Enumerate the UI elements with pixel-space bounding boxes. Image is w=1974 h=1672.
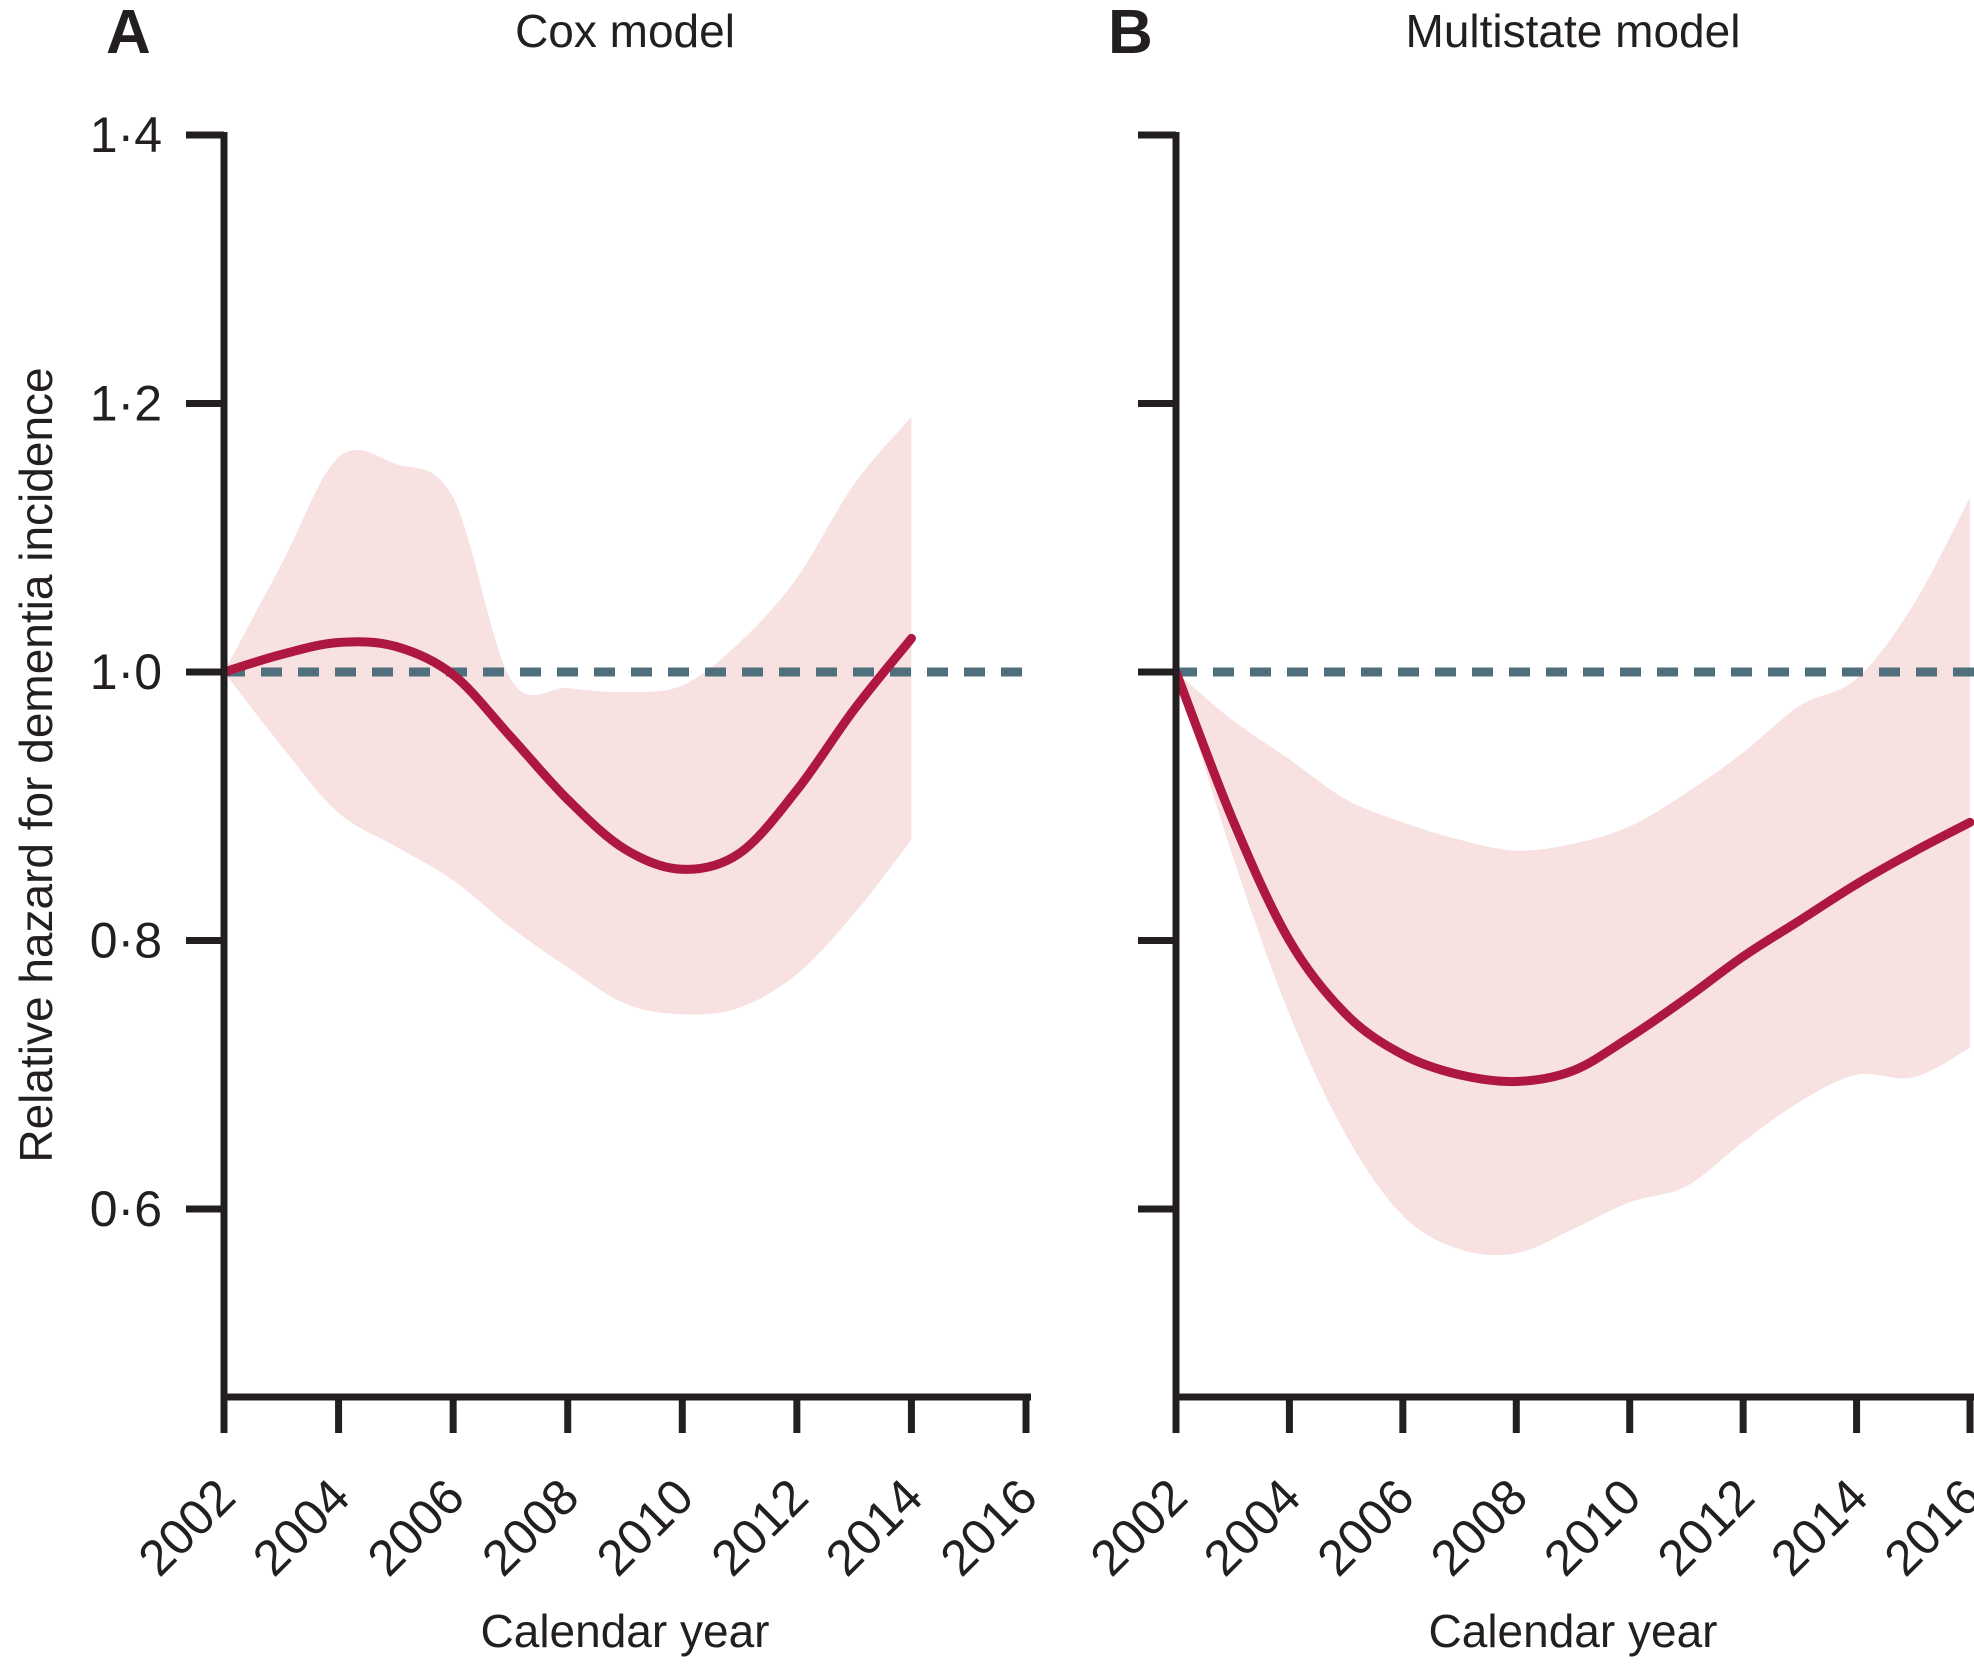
x-axis-title-panel-b: Calendar year <box>1428 1605 1718 1657</box>
panel-a-title: Cox model <box>515 5 735 57</box>
y-tick-label: 1·0 <box>90 644 162 700</box>
x-tick-label: 2008 <box>1420 1468 1538 1586</box>
x-tick-label: 2002 <box>128 1468 246 1586</box>
x-tick-label: 2004 <box>242 1468 360 1586</box>
hazard-curve <box>219 633 916 874</box>
hazard-curve <box>1171 667 1974 1087</box>
x-tick-label: 2014 <box>815 1468 933 1586</box>
x-tick-label: 2010 <box>1533 1468 1651 1586</box>
x-tick-label: 2014 <box>1760 1468 1878 1586</box>
x-tick-label: 2008 <box>471 1468 589 1586</box>
panel-b-letter: B <box>1108 0 1153 67</box>
x-tick-label: 2004 <box>1193 1468 1311 1586</box>
x-tick-label: 2006 <box>1306 1468 1424 1586</box>
confidence-band <box>224 416 912 1015</box>
y-tick-label: 1·2 <box>90 376 162 432</box>
y-axis-title: Relative hazard for dementia incidence <box>10 367 62 1163</box>
x-tick-label: 2010 <box>586 1468 704 1586</box>
x-tick-label: 2016 <box>930 1468 1048 1586</box>
x-tick-label: 2012 <box>1647 1468 1765 1586</box>
panel-a-letter: A <box>106 0 151 67</box>
x-axis-title-panel-a: Calendar year <box>480 1605 770 1657</box>
x-tick-label: 2006 <box>357 1468 475 1586</box>
x-tick-label: 2012 <box>700 1468 818 1586</box>
y-tick-label: 0·6 <box>90 1181 162 1237</box>
y-tick-label: 1·4 <box>90 107 162 163</box>
x-tick-label: 2016 <box>1874 1468 1974 1586</box>
x-tick-label: 2002 <box>1080 1468 1198 1586</box>
panel-b-title: Multistate model <box>1405 5 1741 57</box>
y-tick-label: 0·8 <box>90 913 162 969</box>
confidence-band <box>1176 497 1970 1256</box>
